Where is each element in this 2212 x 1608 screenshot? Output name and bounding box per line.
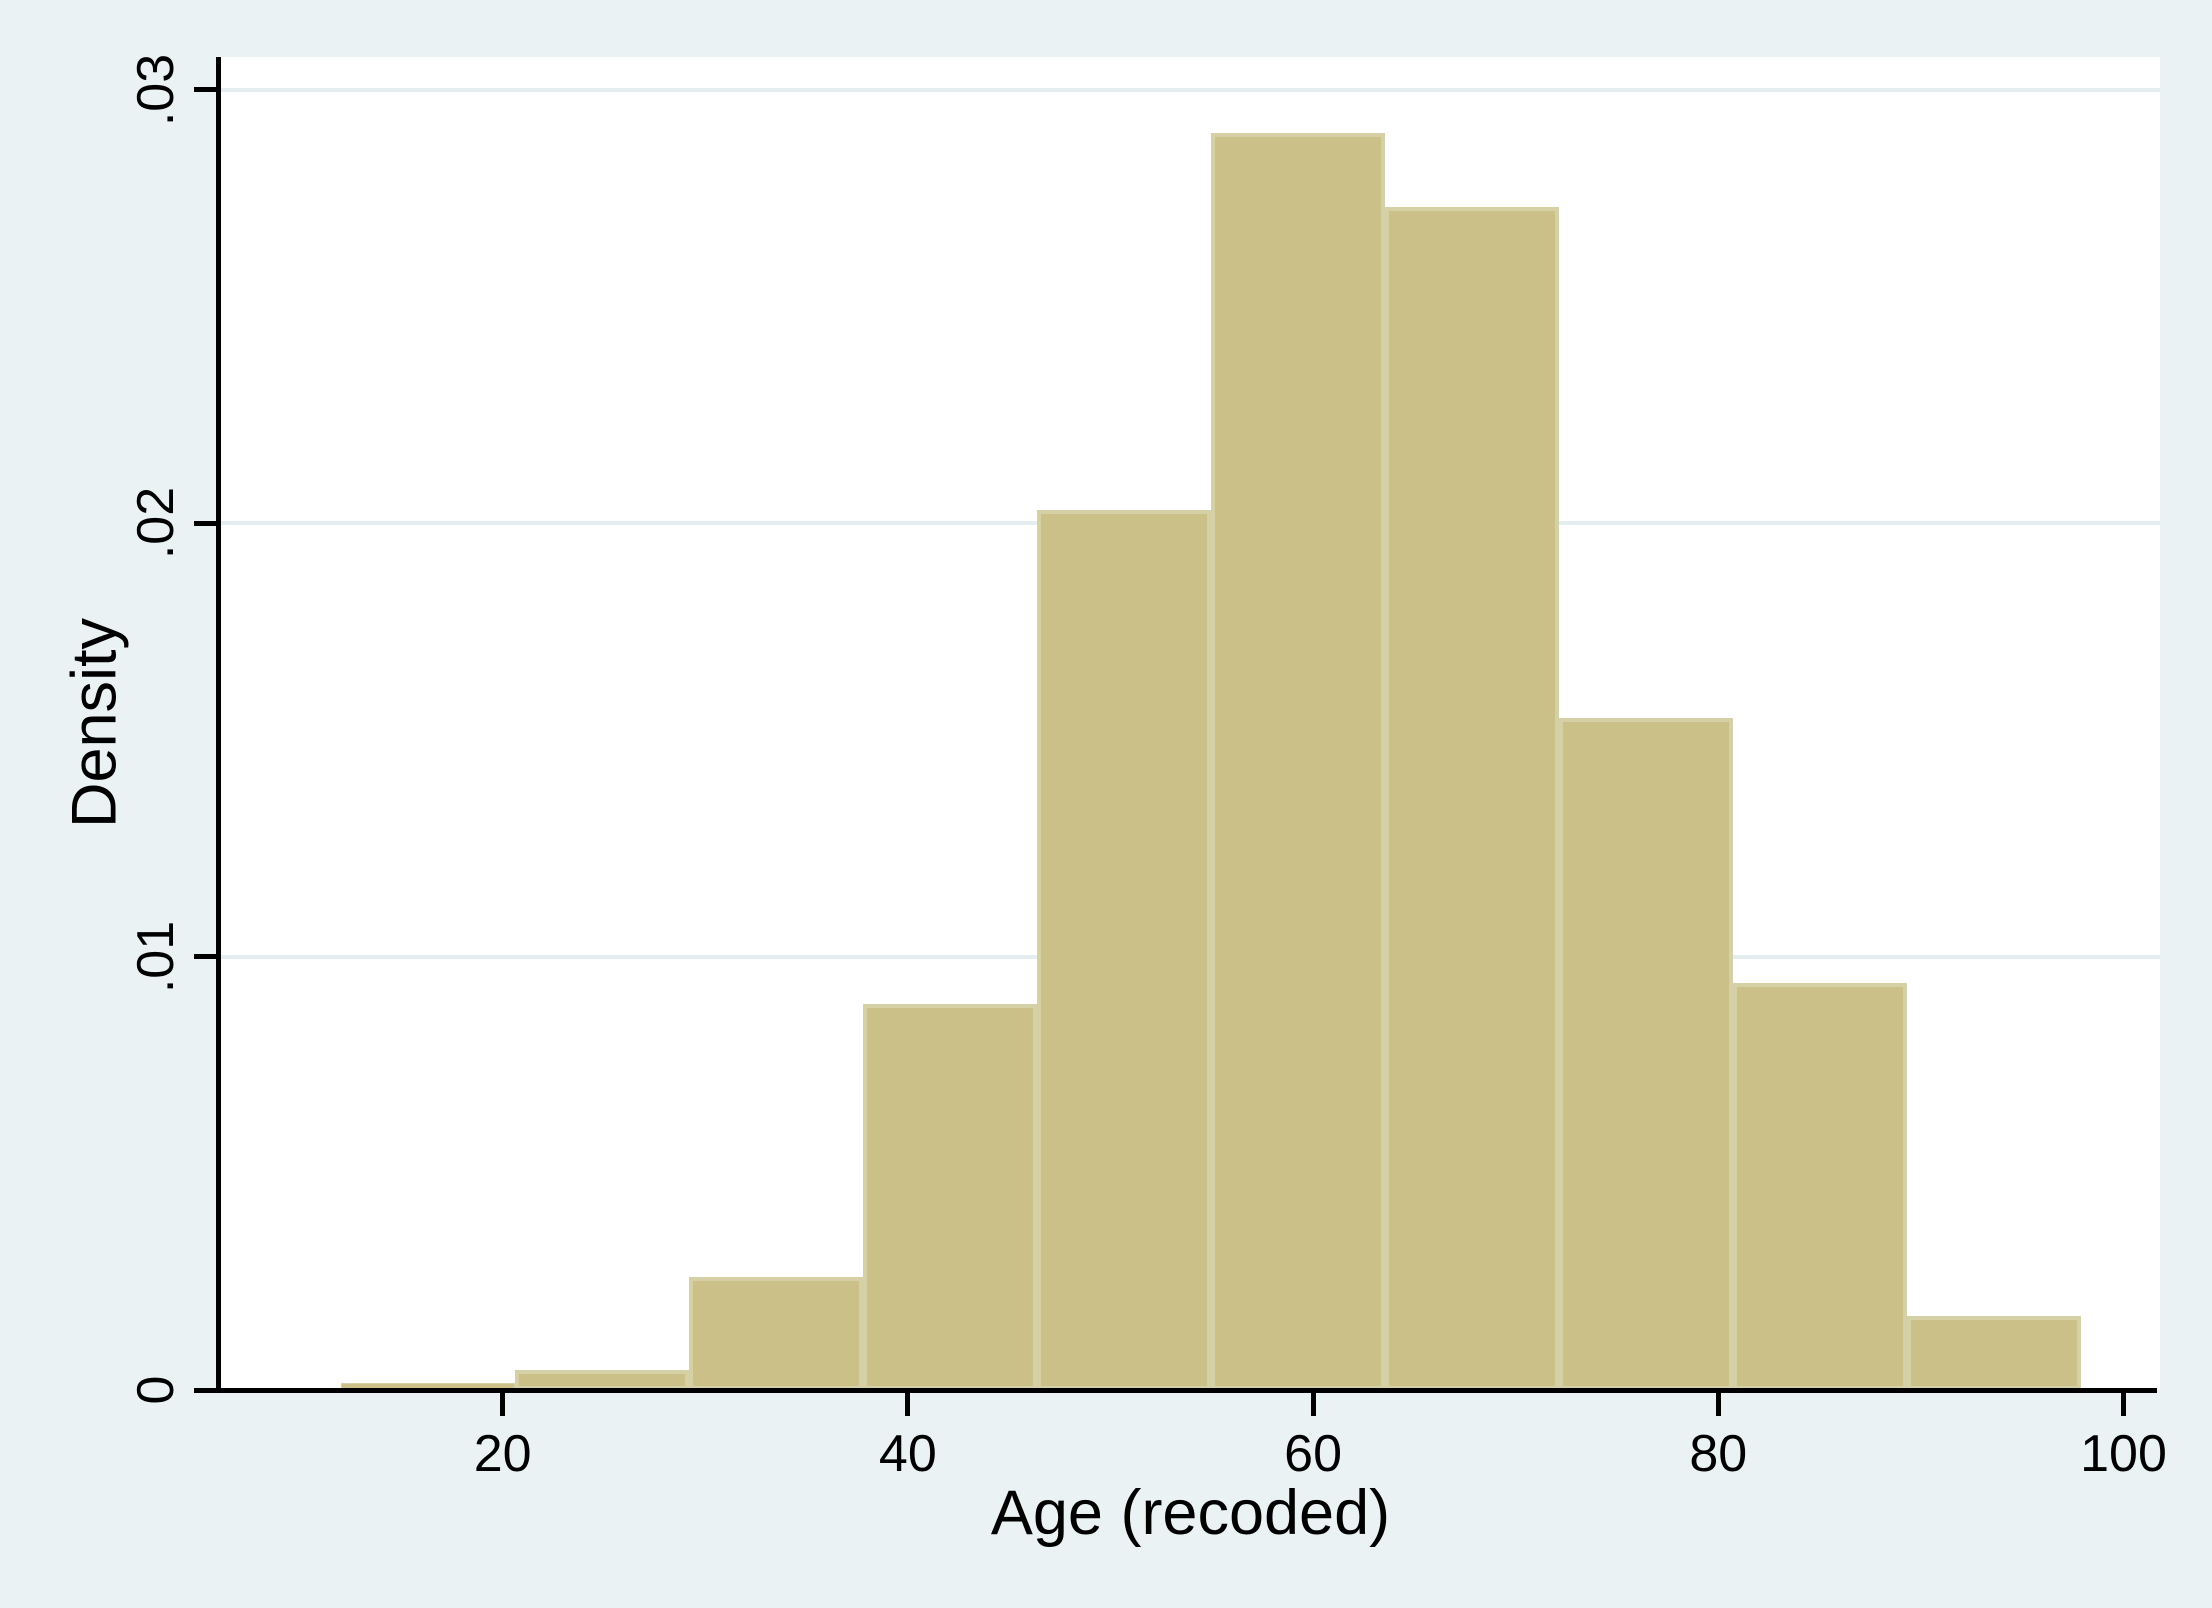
y-tick: [194, 954, 217, 959]
y-tick-label: 0: [127, 1375, 185, 1405]
x-tick: [1715, 1393, 1721, 1416]
x-tick: [905, 1393, 911, 1416]
y-tick: [194, 520, 217, 526]
y-axis-line: [216, 57, 221, 1393]
histogram-bar: [1558, 718, 1733, 1390]
x-tick: [2121, 1393, 2127, 1416]
histogram-bar: [1036, 510, 1211, 1390]
plot-area: [221, 57, 2160, 1390]
x-tick-label: 20: [473, 1425, 532, 1483]
histogram-bar: [1906, 1316, 2081, 1390]
histogram-bar: [1384, 206, 1559, 1390]
histogram-bar: [862, 1004, 1037, 1390]
x-axis-line: [216, 1388, 2157, 1393]
x-tick: [500, 1393, 506, 1416]
x-tick-label: 80: [1689, 1425, 1748, 1483]
y-tick: [194, 1387, 217, 1393]
x-tick-label: 40: [878, 1425, 937, 1483]
histogram-bar: [1732, 982, 1907, 1390]
horizontal-gridline: [221, 87, 2160, 92]
y-tick-label: .01: [127, 920, 185, 993]
y-tick-label: .03: [127, 53, 185, 126]
x-tick-label: 100: [2080, 1425, 2167, 1483]
histogram-bar: [688, 1277, 863, 1390]
y-axis-title: Density: [59, 617, 130, 829]
y-tick-label: .02: [127, 486, 185, 560]
histogram-bar: [1210, 132, 1385, 1390]
y-tick: [194, 87, 217, 92]
x-axis-title: Age (recoded): [990, 1478, 1391, 1548]
x-tick-label: 60: [1284, 1425, 1342, 1483]
x-tick: [1310, 1393, 1316, 1416]
